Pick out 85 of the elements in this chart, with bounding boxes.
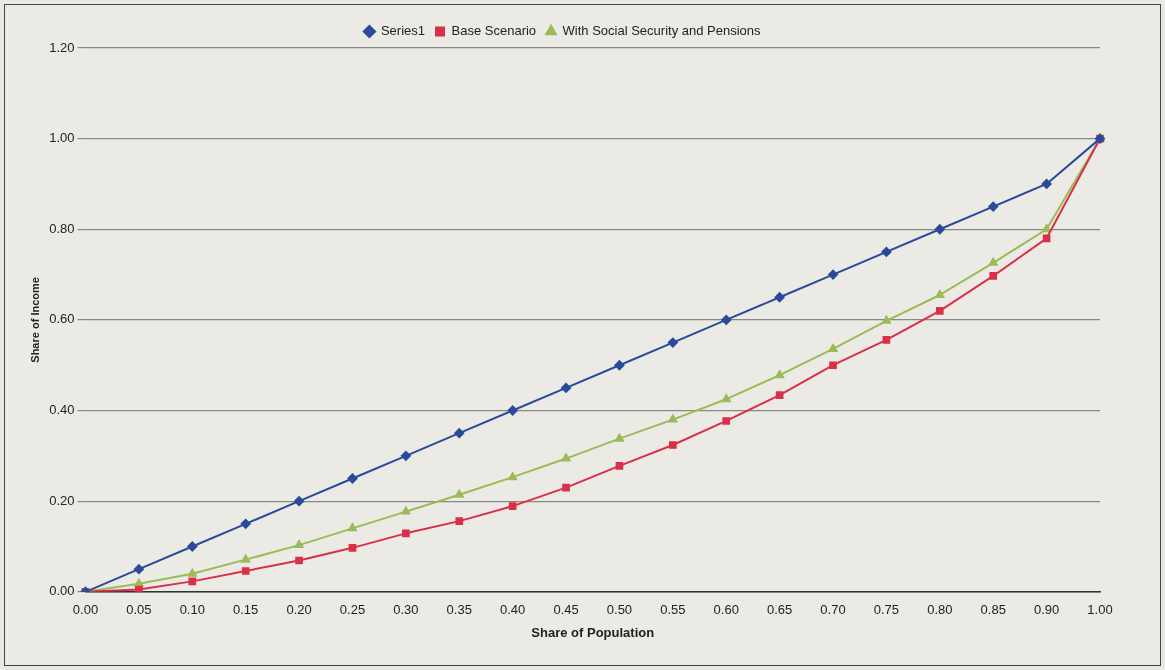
y-tick-label: 0.00: [49, 583, 75, 599]
point: [615, 461, 624, 470]
x-tick-label: 0.20: [286, 602, 312, 618]
point: [989, 272, 998, 280]
point: [669, 441, 677, 449]
x-tick-label: 0.50: [606, 602, 633, 618]
point: [241, 567, 250, 575]
point: [187, 541, 198, 552]
point: [1041, 178, 1052, 189]
point: [561, 382, 572, 393]
x-tick-label: 0.85: [980, 602, 1006, 618]
x-tick-label: 0.10: [179, 602, 205, 618]
point: [881, 315, 891, 324]
point: [454, 428, 465, 439]
point: [454, 489, 464, 498]
point: [294, 540, 304, 549]
y-tick-label: 0.20: [49, 492, 75, 508]
point: [240, 518, 251, 529]
point: [881, 246, 892, 257]
point: [348, 523, 357, 532]
x-tick-label: 0.80: [927, 602, 953, 618]
point: [774, 292, 785, 303]
point: [402, 529, 410, 538]
point: [934, 224, 945, 235]
x-tick-label: 0.35: [446, 602, 472, 618]
point: [348, 544, 357, 552]
point: [347, 473, 358, 484]
point: [507, 405, 518, 416]
point: [1042, 224, 1052, 233]
point: [241, 554, 251, 563]
point: [828, 343, 838, 352]
x-tick-label: 0.05: [126, 602, 152, 618]
x-tick-label: 0.60: [713, 602, 739, 618]
point: [508, 472, 518, 481]
point: [562, 483, 570, 492]
x-tick-label: 0.65: [766, 602, 793, 618]
point: [508, 502, 517, 510]
point: [667, 337, 678, 348]
legend-label: With Social Security and Pensions: [562, 23, 762, 39]
x-tick-label: 0.45: [553, 602, 579, 618]
x-tick-label: 0.90: [1033, 602, 1060, 618]
x-tick-label: 0.70: [820, 602, 846, 618]
point: [455, 517, 464, 525]
x-tick-label: 0.15: [233, 602, 259, 618]
point: [721, 394, 731, 403]
point: [400, 450, 411, 461]
x-tick-label: 0.55: [660, 602, 686, 618]
point: [828, 269, 839, 280]
point: [295, 556, 303, 565]
x-tick-label: 0.75: [873, 602, 900, 618]
x-axis-title: Share of Population: [531, 624, 655, 640]
y-tick-label: 1.20: [49, 39, 75, 55]
point: [135, 585, 143, 592]
point: [294, 496, 305, 507]
point: [561, 453, 571, 462]
y-axis-title: Share of Income: [28, 277, 41, 363]
legend-label: Base Scenario: [451, 23, 537, 39]
point: [722, 417, 731, 425]
x-tick-label: 0.00: [72, 602, 99, 618]
point: [988, 257, 998, 266]
y-tick-label: 1.00: [49, 130, 75, 146]
point: [614, 360, 625, 371]
x-tick-label: 1.00: [1087, 602, 1113, 618]
point: [188, 577, 197, 586]
point: [668, 414, 678, 423]
y-tick-label: 0.60: [49, 311, 75, 327]
x-tick-label: 0.30: [393, 602, 419, 618]
point: [134, 578, 144, 587]
point: [935, 307, 944, 315]
point: [187, 568, 197, 577]
point: [988, 201, 999, 212]
legend-label: Series1: [380, 23, 426, 39]
point: [614, 433, 624, 442]
y-tick-label: 0.80: [49, 220, 75, 236]
point: [775, 370, 785, 379]
x-tick-label: 0.25: [339, 602, 366, 618]
point: [721, 314, 732, 325]
point: [935, 289, 945, 298]
point: [829, 361, 837, 370]
point: [775, 391, 784, 399]
point: [882, 336, 891, 344]
x-tick-label: 0.40: [500, 602, 526, 618]
point: [133, 564, 144, 575]
point: [401, 506, 411, 515]
y-tick-label: 0.40: [49, 402, 75, 418]
